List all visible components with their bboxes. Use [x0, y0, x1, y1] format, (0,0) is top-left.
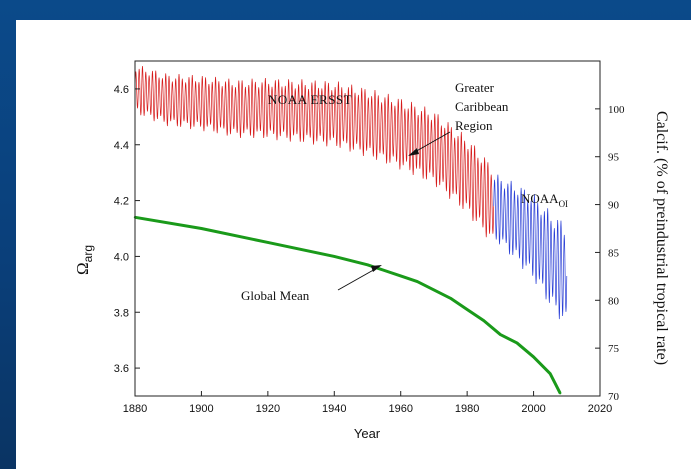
right-tick-label: 95 [608, 152, 620, 164]
global-mean-point [515, 341, 519, 345]
y-axis-label: Ωarg [73, 245, 95, 275]
x-axis-label: Year [354, 426, 381, 441]
x-tick-label: 1960 [388, 403, 412, 415]
x-tick-label: 1920 [256, 403, 280, 415]
global-mean-point [532, 355, 535, 359]
series-noaa-oi [493, 174, 568, 320]
global-mean-point [548, 372, 552, 375]
y-axis-label-sub: arg [81, 245, 95, 262]
annotation-noaa-oi: NOAAOI [521, 191, 568, 209]
global-mean-point [366, 263, 369, 266]
annotation-noaa-oi-sub: OI [559, 199, 569, 209]
y-tick-label: 3.6 [114, 363, 129, 375]
y-tick-label: 3.8 [114, 307, 129, 319]
right-tick-label: 90 [608, 200, 620, 212]
y-axis-label-main: Ω [73, 262, 92, 275]
series-global-mean [134, 215, 562, 394]
annotation-region-line1: Greater [455, 80, 495, 95]
global-mean-point [333, 255, 336, 258]
global-mean-point [399, 274, 402, 278]
right-tick-label: 70 [608, 391, 620, 403]
annotation-global-mean: Global Mean [241, 288, 310, 303]
right-tick-label: 75 [608, 343, 620, 355]
right-tick-label: 85 [608, 247, 620, 259]
global-mean-point [465, 308, 469, 311]
global-mean-point [499, 333, 502, 336]
annotation-noaa-ersst: NOAA ERSST [268, 92, 352, 107]
figure-panel: 1880 1900 1920 1940 1960 1980 2000 2020 3.6 3.8 4.… [16, 20, 691, 469]
right-tick-label: 80 [608, 295, 620, 307]
x-tick-label: 1900 [189, 403, 213, 415]
x-tick-label: 1880 [123, 403, 147, 415]
x-tick-label: 1980 [455, 403, 479, 415]
annotation-arrow-region [412, 131, 451, 154]
right-tick-label: 100 [608, 104, 625, 116]
y-tick-label: 4.4 [114, 140, 129, 152]
x-tick-label: 2000 [521, 403, 545, 415]
calcification-chart: 1880 1900 1920 1940 1960 1980 2000 2020 3.6 3.8 4.… [73, 60, 670, 441]
global-mean-point [482, 319, 485, 322]
y-tick-label: 4.6 [114, 84, 129, 96]
y-tick-label: 4.0 [114, 251, 129, 263]
plot-frame [134, 60, 601, 397]
global-mean-point [558, 392, 562, 395]
right-axis-label: Calcif. (% of preindustrial tropical rat… [653, 111, 670, 365]
x-tick-label: 1940 [322, 403, 346, 415]
global-mean-point [449, 297, 452, 300]
series-noaa-ersst [134, 65, 495, 238]
global-mean-point [416, 280, 419, 283]
y-tick-label: 4.2 [114, 196, 129, 208]
annotation-noaa-oi-main: NOAA [521, 191, 559, 206]
annotation-arrow-global-head [371, 265, 382, 272]
annotation-region-line2: Caribbean [455, 99, 509, 114]
annotation-region-line3: Region [455, 118, 493, 133]
annotation-arrow-global [337, 267, 378, 291]
x-tick-label: 2020 [588, 403, 612, 415]
global-mean-point [266, 241, 270, 244]
annotation-region: Greater Caribbean Region [455, 80, 512, 133]
global-mean-point [200, 227, 203, 230]
global-mean-point [432, 288, 436, 292]
global-mean-point [382, 269, 386, 272]
annotation-arrow-region-head [408, 148, 419, 156]
